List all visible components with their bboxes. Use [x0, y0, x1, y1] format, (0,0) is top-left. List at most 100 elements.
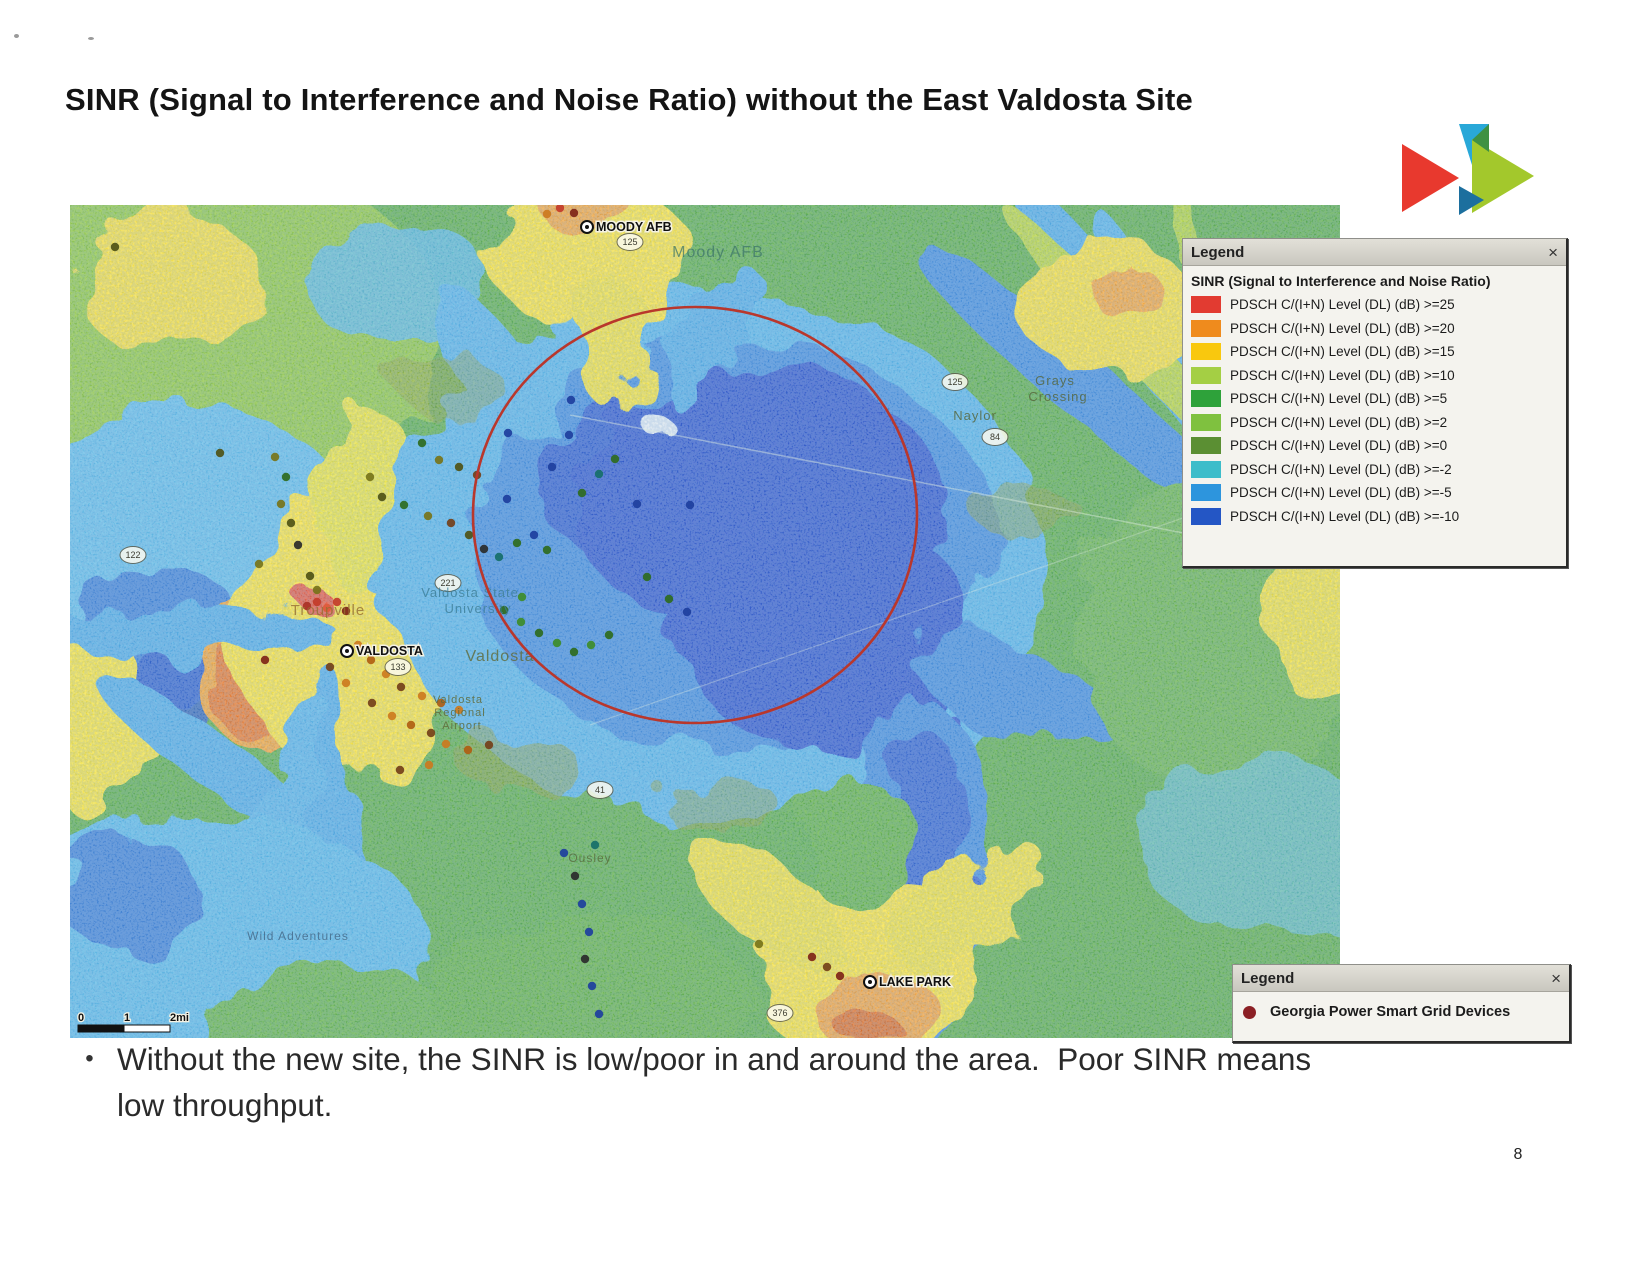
scale-bar-label: 0 [78, 1012, 84, 1024]
legend-color-swatch [1191, 437, 1221, 455]
smart-grid-device-dot [547, 462, 557, 472]
map-noise-dark [70, 205, 1340, 1038]
legend-row-label: PDSCH C/(I+N) Level (DL) (dB) >=-2 [1230, 461, 1452, 477]
smart-grid-device-dot [503, 428, 513, 438]
scale-bar-segment [77, 1024, 125, 1033]
legend-color-swatch [1191, 460, 1221, 478]
route-shield [616, 233, 644, 251]
smart-grid-device-dot [305, 571, 315, 581]
smart-grid-device-dot [341, 678, 351, 688]
coverage-map[interactable]: 125 125 84 221 133 41 122 376 Moody AFB Troupvill… [70, 205, 1340, 1038]
logo-red-triangle [1402, 144, 1459, 212]
smart-grid-device-dot [566, 395, 576, 405]
route-shield-number: 221 [440, 578, 455, 588]
city-marker-label: LAKE PARK [879, 975, 951, 989]
smart-grid-device-dot [417, 438, 427, 448]
smart-grid-device-dot [570, 871, 580, 881]
sinr-legend-row: PDSCH C/(I+N) Level (DL) (dB) >=-10 [1191, 505, 1558, 529]
smart-grid-device-dot [512, 538, 522, 548]
smart-grid-device-dot [377, 492, 387, 502]
smart-grid-device-dot [564, 430, 574, 440]
scale-bar-segment [123, 1024, 171, 1033]
logo-darkblue-triangle [1459, 186, 1484, 215]
route-shield [384, 658, 412, 676]
legend-row-label: PDSCH C/(I+N) Level (DL) (dB) >=-10 [1230, 508, 1460, 524]
route-shield-number: 376 [772, 1008, 787, 1018]
smart-grid-device-dot [559, 848, 569, 858]
smart-grid-device-dot [254, 559, 264, 569]
smart-grid-device-dot [499, 605, 509, 615]
place-label: Ousley [568, 851, 611, 865]
faint-line [569, 414, 1221, 541]
devices-legend-row: Georgia Power Smart Grid Devices [1233, 992, 1569, 1020]
smart-grid-device-dot [353, 640, 363, 650]
smart-grid-device-dot [569, 647, 579, 657]
sinr-legend-subtitle: SINR (Signal to Interference and Noise R… [1191, 273, 1491, 289]
device-legend-label: Georgia Power Smart Grid Devices [1270, 1004, 1511, 1020]
smart-grid-device-dot [685, 500, 695, 510]
smart-grid-device-dot [260, 655, 270, 665]
page-title: SINR (Signal to Interference and Noise R… [65, 82, 1193, 117]
smart-grid-device-dot [517, 592, 527, 602]
smart-grid-device-dot [610, 454, 620, 464]
close-icon[interactable]: × [1548, 242, 1558, 262]
scan-artifact [14, 34, 19, 38]
city-marker-label: VALDOSTA [356, 644, 423, 658]
smart-grid-device-dot [577, 899, 587, 909]
page-number: 8 [1513, 1146, 1523, 1163]
smart-grid-device-dot [281, 472, 291, 482]
legend-row-label: PDSCH C/(I+N) Level (DL) (dB) >=0 [1230, 438, 1448, 454]
place-label: Valdosta [433, 694, 483, 706]
legend-color-swatch [1191, 343, 1221, 361]
smart-grid-device-dot [399, 500, 409, 510]
smart-grid-device-dot [332, 597, 342, 607]
smart-grid-device-dot [215, 448, 225, 458]
smart-grid-device-dot [454, 462, 464, 472]
smart-grid-device-dot [424, 760, 434, 770]
smart-grid-device-dot [807, 952, 817, 962]
smart-grid-device-dot [367, 698, 377, 708]
smart-grid-device-dot [110, 242, 120, 252]
smart-grid-device-dot [322, 603, 332, 613]
logo-darkgreen-triangle [1472, 124, 1489, 152]
place-label: Regional [434, 707, 485, 719]
bullet-line-2: low throughput. [117, 1087, 333, 1123]
sinr-legend-titlebar[interactable]: Legend × [1183, 239, 1566, 266]
place-label: University [444, 601, 511, 616]
close-icon[interactable]: × [1551, 968, 1561, 988]
route-shield-number: 133 [390, 662, 405, 672]
smart-grid-device-dot [463, 745, 473, 755]
smart-grid-device-dot [542, 209, 552, 219]
place-label: Crossing [1028, 389, 1087, 404]
smart-grid-device-dot [835, 971, 845, 981]
bullet-line-1: Without the new site, the SINR is low/po… [117, 1041, 1312, 1077]
smart-grid-device-dot [590, 840, 600, 850]
smart-grid-device-dot [664, 594, 674, 604]
smart-grid-device-dot [555, 205, 565, 213]
smart-grid-device-dot [552, 638, 562, 648]
place-label: Naylor [953, 408, 997, 423]
smart-grid-device-dot [396, 682, 406, 692]
route-shield [766, 1004, 794, 1022]
legend-color-swatch [1191, 484, 1221, 502]
legend-row-label: PDSCH C/(I+N) Level (DL) (dB) >=2 [1230, 414, 1448, 430]
smart-grid-device-dot [534, 628, 544, 638]
sinr-legend-row: PDSCH C/(I+N) Level (DL) (dB) >=20 [1191, 317, 1558, 341]
devices-legend-titlebar[interactable]: Legend × [1233, 965, 1569, 992]
route-shield [941, 373, 969, 391]
smart-grid-device-dot [302, 601, 312, 611]
smart-grid-device-dot [484, 740, 494, 750]
place-label: Moody AFB [672, 244, 764, 261]
route-shield [586, 781, 614, 799]
place-label: Valdosta State [421, 585, 519, 600]
sinr-legend-rows: PDSCH C/(I+N) Level (DL) (dB) >=25 PDSCH … [1191, 293, 1558, 528]
smart-grid-device-dot [312, 597, 322, 607]
legend-row-label: PDSCH C/(I+N) Level (DL) (dB) >=20 [1230, 320, 1455, 336]
scan-artifact [88, 37, 94, 40]
city-marker-dot [585, 225, 589, 229]
route-shield-number: 122 [125, 550, 140, 560]
sinr-legend-row: PDSCH C/(I+N) Level (DL) (dB) >=15 [1191, 340, 1558, 364]
smart-grid-device-dot [584, 927, 594, 937]
legend-color-swatch [1191, 507, 1221, 525]
